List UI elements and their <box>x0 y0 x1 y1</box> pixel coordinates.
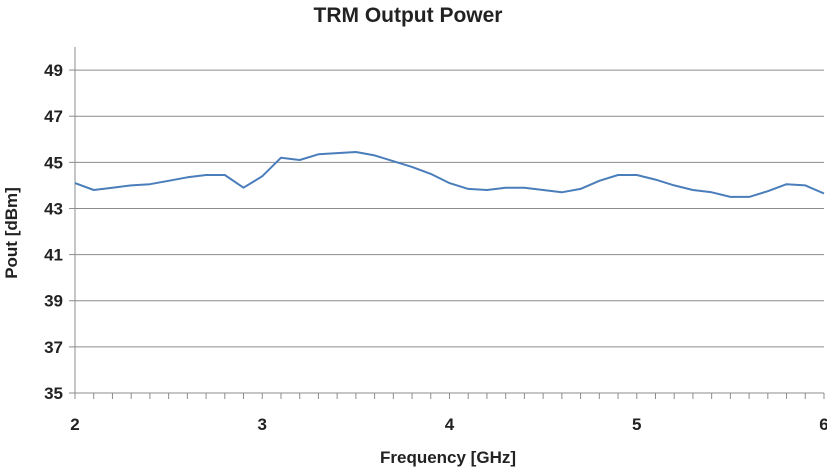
x-tick-label: 2 <box>70 415 79 434</box>
series-group <box>74 151 825 198</box>
y-axis-ticks: 35 37 39 41 43 45 47 49 <box>44 61 75 403</box>
x-tick-label: 5 <box>632 415 641 434</box>
series-line <box>74 151 825 198</box>
x-axis-label: Frequency [GHz] <box>380 448 516 467</box>
y-tick-label: 41 <box>44 246 63 265</box>
y-tick-label: 39 <box>44 292 63 311</box>
x-axis-ticks: 2 3 4 5 6 <box>70 393 827 434</box>
y-tick-label: 45 <box>44 153 63 172</box>
y-tick-label: 35 <box>44 384 63 403</box>
x-tick-label: 3 <box>258 415 267 434</box>
y-tick-label: 47 <box>44 107 63 126</box>
chart-title: TRM Output Power <box>314 4 503 27</box>
y-tick-label: 37 <box>44 338 63 357</box>
y-tick-label: 49 <box>44 61 63 80</box>
axes <box>74 47 824 394</box>
y-tick-label: 43 <box>44 199 63 218</box>
y-axis-label: Pout [dBm] <box>2 187 21 279</box>
gridlines <box>75 69 824 348</box>
x-tick-label: 4 <box>445 415 455 434</box>
x-tick-label: 6 <box>819 415 827 434</box>
